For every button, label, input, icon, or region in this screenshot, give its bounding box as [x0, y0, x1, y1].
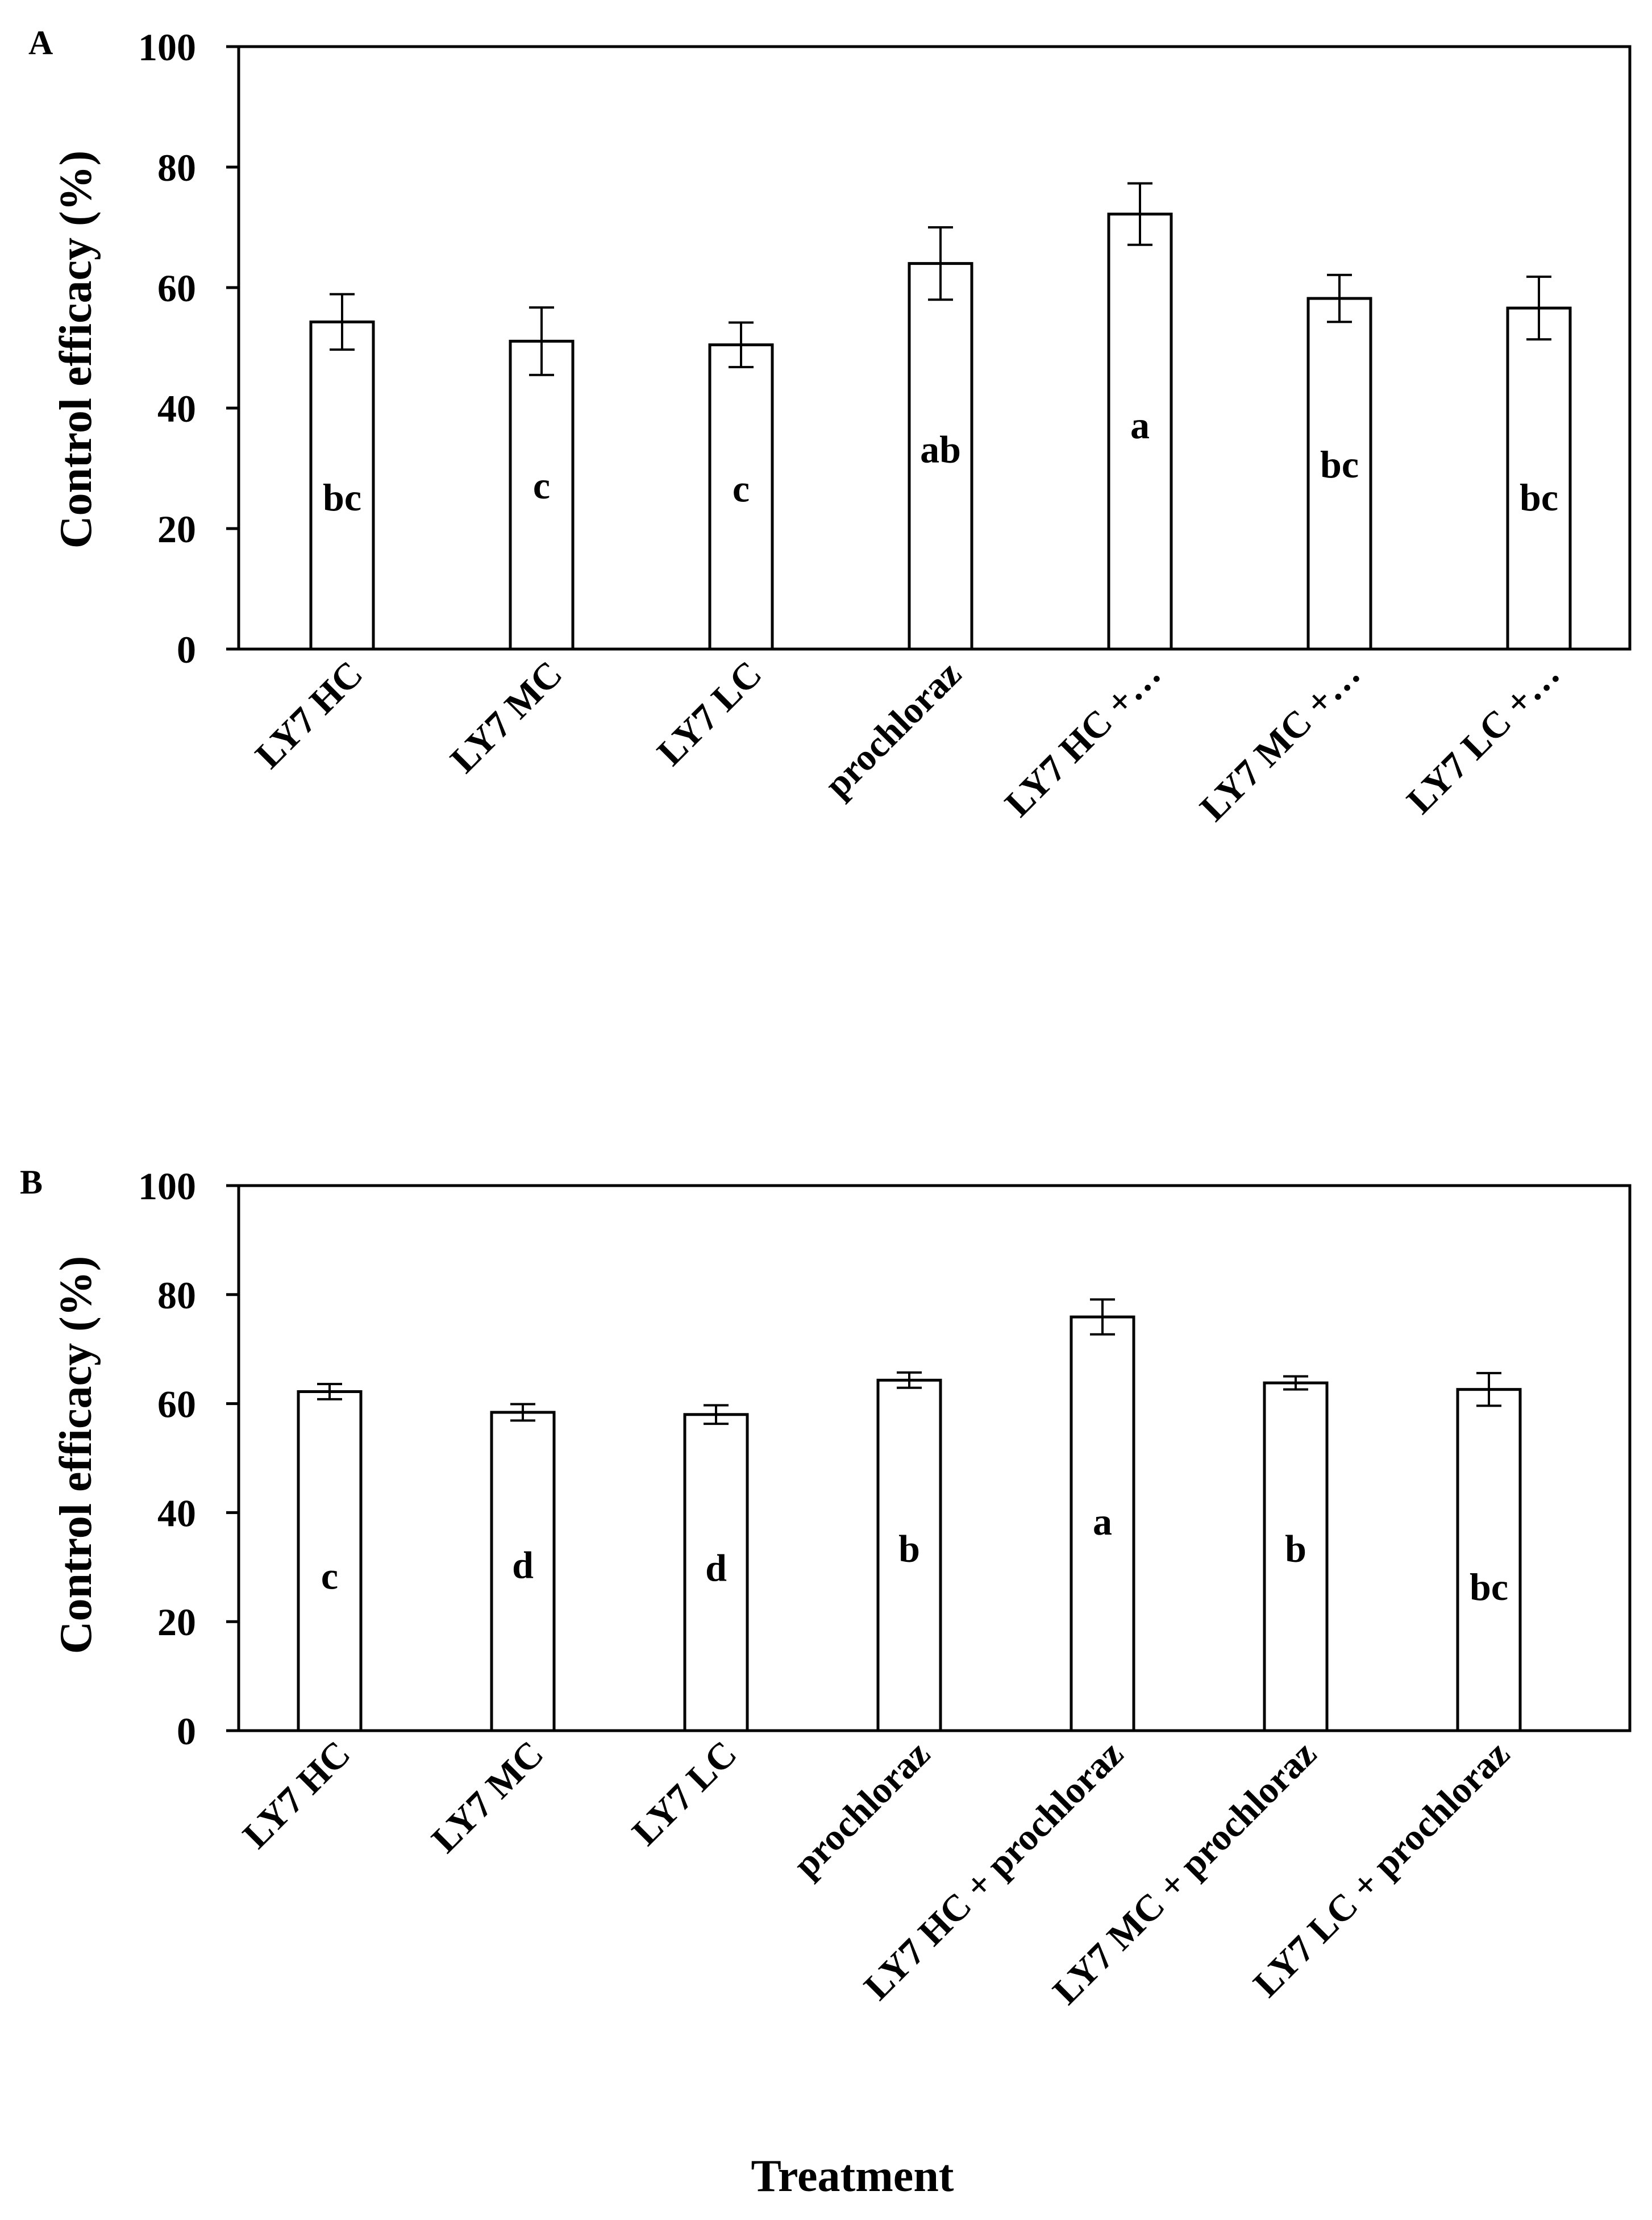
panel-a: A Control efficacy (%) 0 20 40 60 80 100 bc LY7… — [28, 24, 1632, 829]
panel-a-category-label: LY7 LC — [650, 653, 770, 774]
panel-b-significance-letter: a — [1093, 1500, 1112, 1543]
panel-a-bar — [708, 343, 774, 651]
panel-a-y-tick-label: 20 — [157, 508, 196, 551]
panel-a-category-label: LY7 LC +… — [1399, 653, 1568, 822]
panel-a-category-label: LY7 MC +… — [1192, 653, 1368, 829]
panel-b-significance-letter: b — [898, 1527, 920, 1570]
panel-a-y-axis-title: Control efficacy (%) — [51, 151, 101, 549]
panel-b-category-label: LY7 LC — [625, 1733, 745, 1853]
panel-b-y-tick-label: 20 — [157, 1600, 196, 1644]
panel-b-y-tick-label: 0 — [177, 1710, 196, 1753]
x-axis-title: Treatment — [751, 2151, 954, 2201]
panel-a-bar — [1306, 297, 1372, 651]
panel-a-significance-letter: a — [1130, 404, 1150, 447]
panel-a-bar — [1107, 213, 1173, 651]
panel-a-bar — [509, 339, 575, 651]
panel-a-category-label: LY7 HC — [247, 653, 371, 776]
panel-b-y-tick-label: 100 — [138, 1165, 196, 1208]
panel-b-category-label: LY7 MC — [424, 1733, 552, 1861]
panel-b-significance-letter: bc — [1470, 1565, 1508, 1608]
panel-b-bar — [1070, 1315, 1135, 1732]
panel-a-significance-letter: ab — [920, 427, 961, 471]
panel-b-significance-letter: c — [321, 1554, 338, 1598]
panel-b-plot-area: 0 20 40 60 80 100 c LY7 HC d LY7 MC d LY7 LC b prochl… — [138, 1165, 1632, 2013]
panel-b-y-tick-label: 80 — [157, 1274, 196, 1317]
panel-b: B Control efficacy (%) 0 20 40 60 80 100 c LY7 … — [20, 1163, 1632, 2013]
panel-b-y-tick-label: 60 — [157, 1383, 196, 1426]
panel-a-category-label: LY7 MC — [443, 653, 571, 781]
panel-a-category-label: prochloraz — [817, 653, 969, 806]
panel-a-y-tick-label: 60 — [157, 267, 196, 310]
panel-a-y-tick-label: 0 — [177, 628, 196, 671]
panel-a-significance-letter: c — [733, 467, 750, 510]
panel-a-plot-area: 0 20 40 60 80 100 bc LY7 HC c LY7 MC c LY7 LC ab proc… — [138, 26, 1632, 829]
panel-b-category-label: LY7 HC — [235, 1733, 358, 1856]
panel-b-category-label: prochloraz — [785, 1733, 938, 1886]
panel-b-y-axis-title: Control efficacy (%) — [51, 1256, 101, 1654]
panel-a-label: A — [28, 24, 53, 61]
panel-a-significance-letter: bc — [1320, 443, 1359, 486]
panel-b-bar — [490, 1411, 556, 1732]
panel-b-bar — [1456, 1388, 1522, 1732]
panel-a-y-tick-label: 80 — [157, 146, 196, 189]
panel-b-significance-letter: d — [705, 1546, 727, 1589]
panel-b-label: B — [20, 1163, 43, 1201]
panel-a-y-tick-label: 100 — [138, 26, 196, 69]
panel-b-significance-letter: b — [1285, 1527, 1306, 1570]
panel-b-bar — [297, 1390, 363, 1732]
panel-a-bar — [908, 262, 973, 651]
panel-b-significance-letter: d — [512, 1543, 534, 1586]
panel-a-category-label: LY7 HC +… — [997, 653, 1169, 825]
panel-a-significance-letter: bc — [1520, 476, 1558, 519]
panel-a-significance-letter: bc — [323, 476, 361, 519]
panel-b-bar — [683, 1413, 749, 1732]
panel-a-y-tick-label: 40 — [157, 387, 196, 430]
panel-a-significance-letter: c — [533, 464, 550, 507]
panel-b-y-tick-label: 40 — [157, 1491, 196, 1535]
panel-a-bar — [1506, 306, 1572, 651]
